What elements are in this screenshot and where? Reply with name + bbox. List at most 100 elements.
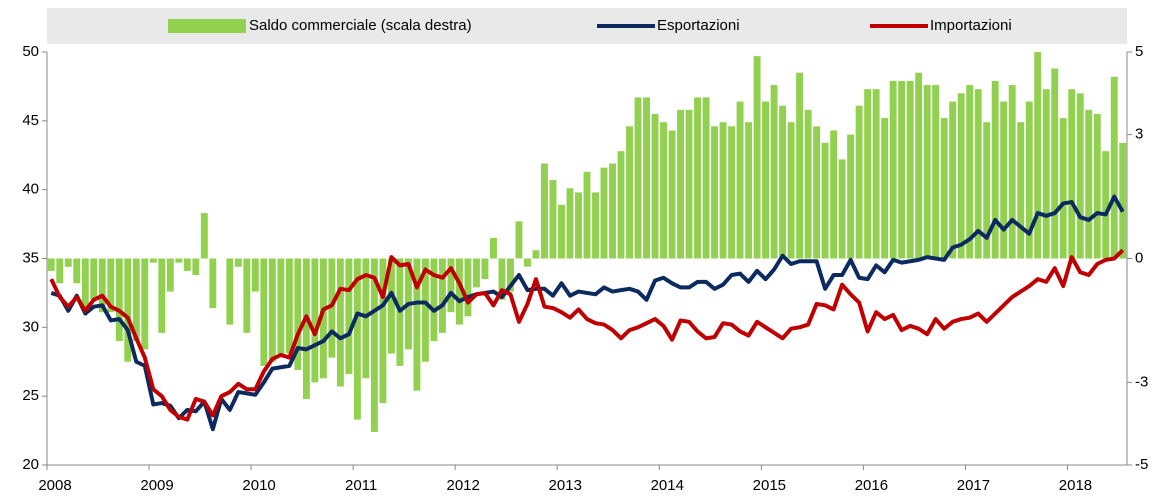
bar [481, 258, 489, 280]
bar [532, 250, 540, 259]
bar [90, 258, 98, 300]
bar [864, 89, 872, 259]
bar [124, 258, 132, 362]
legend: Saldo commerciale (scala destra) Esportaz… [168, 17, 1012, 34]
bar [345, 258, 353, 375]
bar [957, 93, 965, 259]
bar [524, 258, 531, 267]
bar [498, 258, 506, 300]
bar [319, 258, 327, 379]
bar [549, 180, 557, 259]
bar [430, 258, 438, 342]
bar [1051, 68, 1059, 259]
bar [209, 258, 217, 309]
bar [966, 85, 974, 259]
bar [634, 97, 642, 259]
bar [260, 258, 268, 366]
bar [991, 80, 999, 259]
bar [328, 258, 336, 358]
x-tick-label: 2014 [651, 477, 684, 494]
bar [175, 258, 183, 263]
bar [600, 167, 608, 259]
bar [626, 126, 633, 259]
legend-swatch [168, 19, 246, 33]
bar [609, 163, 616, 259]
bar [566, 188, 574, 259]
bar [592, 192, 599, 259]
bar [736, 101, 744, 259]
legend-label: Importazioni [930, 17, 1012, 34]
line [50, 194, 1125, 432]
bar [98, 258, 106, 313]
bar [251, 258, 259, 292]
bar [762, 101, 770, 259]
bar [643, 97, 650, 259]
bar [285, 258, 293, 354]
bar [753, 56, 761, 259]
bar [668, 130, 676, 259]
bar [1093, 113, 1101, 259]
x-tick-label: 2013 [549, 477, 582, 494]
bar [1034, 52, 1042, 259]
bar [685, 109, 693, 259]
bar [302, 258, 310, 399]
bar [455, 258, 463, 325]
bar [932, 85, 940, 259]
bar [974, 89, 982, 259]
bar [447, 258, 455, 313]
bar [728, 126, 736, 259]
bar [949, 101, 957, 259]
bar [421, 258, 429, 362]
x-tick-label: 2016 [855, 477, 888, 494]
bar [294, 258, 302, 371]
bar [362, 258, 370, 379]
line [49, 248, 1125, 422]
bar [889, 80, 897, 259]
bar [464, 258, 472, 317]
bar [983, 122, 991, 259]
y-tick-label: 50 [22, 43, 39, 60]
bar [438, 258, 446, 333]
bar [64, 258, 72, 267]
bar [1076, 93, 1084, 259]
bar [838, 159, 846, 259]
bar [183, 258, 191, 271]
y-tick-label: 30 [22, 318, 39, 335]
bar [166, 258, 174, 292]
y-tick-label: 25 [22, 387, 39, 404]
bar [158, 258, 166, 333]
bar [804, 109, 812, 259]
bar [583, 171, 591, 259]
bar [47, 258, 55, 271]
x-tick-label: 2011 [345, 477, 377, 494]
bar [940, 118, 948, 259]
bar [575, 192, 582, 259]
bar [141, 258, 149, 350]
bar [1008, 85, 1016, 259]
bar [149, 258, 157, 263]
y2-tick-label: 3 [1135, 126, 1143, 143]
x-tick-label: 2012 [447, 477, 480, 494]
bar [779, 105, 787, 259]
bar [677, 109, 684, 259]
bar [243, 258, 251, 333]
bar [830, 130, 838, 259]
bar [490, 237, 497, 259]
bar [226, 258, 234, 325]
bar [311, 258, 319, 383]
bar [847, 134, 855, 259]
bar [1119, 142, 1127, 259]
bar [872, 89, 880, 259]
x-tick-label: 2015 [753, 477, 786, 494]
y2-tick-label: -5 [1135, 456, 1148, 473]
bar [923, 85, 931, 259]
bar [379, 258, 387, 404]
bar [719, 122, 727, 259]
bar [1000, 101, 1008, 259]
bar [787, 122, 795, 259]
bar [694, 97, 702, 259]
y-tick-label: 45 [22, 112, 39, 129]
bar [472, 258, 480, 288]
bar [56, 258, 64, 284]
